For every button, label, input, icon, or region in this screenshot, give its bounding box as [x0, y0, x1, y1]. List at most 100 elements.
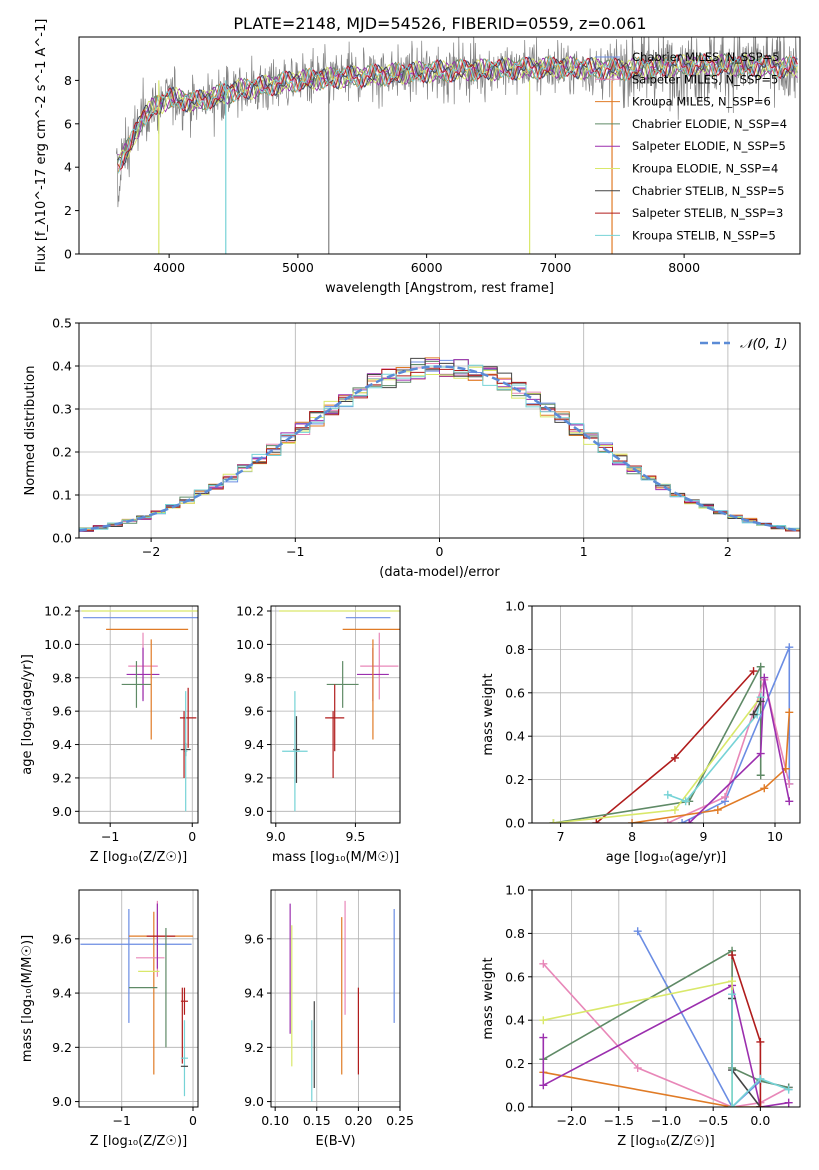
axes-frame [78, 889, 199, 1108]
y-tick-label: 0.1 [52, 488, 72, 503]
x-tick-label: −1.0 [651, 1113, 681, 1128]
x-tick-label: 0.10 [261, 1113, 289, 1128]
axes-frame [78, 36, 801, 255]
y-tick-label: 0.2 [52, 445, 72, 460]
mass-weight-series [688, 677, 791, 823]
plus-marker [749, 710, 758, 719]
x-tick-label: 0.0 [750, 1113, 770, 1128]
gaussian-curve [79, 365, 800, 532]
plus-marker [756, 697, 765, 706]
error-bar-point [180, 1020, 189, 1097]
y-tick-label: 0.3 [52, 402, 72, 417]
x-tick-label: 10 [767, 829, 783, 844]
residual-histogram-marks [79, 357, 800, 532]
model-spectrum [117, 52, 798, 174]
y-tick-label: 9.2 [52, 1040, 72, 1055]
y-axis-label: age [log₁₀(age/yr)] [20, 654, 35, 775]
axes-frame [270, 605, 401, 824]
y-tick-label: 10.2 [44, 604, 72, 619]
y-tick-label: 10.0 [236, 637, 264, 652]
axes-frame [270, 889, 401, 1108]
y-axis-label: mass weight [481, 957, 496, 1039]
legend-entry: Salpeter ELODIE, N_SSP=5 [632, 139, 786, 153]
x-tick-label: 8000 [668, 260, 700, 275]
plus-marker [539, 959, 548, 968]
x-tick-label: 0 [188, 829, 196, 844]
plus-marker [756, 1103, 765, 1107]
error-bar-point [326, 661, 359, 708]
spectrum-legend: Chabrier MILES, N_SSP=5 Salpeter MILES, N… [595, 50, 787, 242]
mass-weight-vs-age-panel: 7 8 9 10 0.0 0.2 0.4 0.6 0.8 1.0 age [log₁₀(age/yr… [481, 599, 801, 865]
x-tick-label: 9 [700, 829, 708, 844]
y-tick-label: 9.6 [52, 704, 72, 719]
plus-marker [713, 805, 722, 814]
mass-vs-extinction-panel: 0.10 0.15 0.20 0.25 9.0 9.2 9.4 9.6 E(B-V) [244, 889, 414, 1149]
y-tick-label: 6 [64, 116, 72, 131]
mass-weight-series [752, 701, 762, 715]
plus-marker [549, 819, 558, 823]
x-tick-label: 0 [189, 1113, 197, 1128]
plus-marker [663, 819, 672, 823]
mass-vs-metallicity-marks [80, 900, 194, 1097]
x-axis-label: (data-model)/error [379, 565, 500, 580]
age-vs-metallicity-panel: −1 0 9.0 9.2 9.4 9.6 9.8 10.0 10.2 Z [log₁₀(Z/Z☉)… [20, 604, 199, 865]
mass-weight-series [667, 676, 791, 823]
error-bar-point [293, 716, 300, 783]
error-bar-point [360, 632, 399, 700]
y-tick-label: 9.6 [244, 704, 264, 719]
x-tick-label: 2 [724, 544, 732, 559]
legend-entry: Kroupa ELODIE, N_SSP=4 [632, 162, 778, 176]
y-axis-label: mass weight [481, 673, 496, 755]
legend-entry: 𝒩(0, 1) [740, 337, 787, 352]
x-tick-label: 4000 [153, 260, 185, 275]
plus-marker [760, 673, 769, 682]
x-tick-label: 0.20 [344, 1113, 372, 1128]
plus-marker [785, 797, 794, 806]
x-tick-label: −1 [286, 544, 304, 559]
plus-marker [728, 977, 737, 986]
plus-marker [756, 1074, 765, 1083]
mass-weight-series [542, 963, 790, 1107]
y-tick-label: 1.0 [505, 883, 525, 898]
model-spectrum [117, 52, 798, 164]
x-tick-label: 8 [628, 829, 636, 844]
y-axis-label: Flux [f_λ10^-17 erg cm^-2 s^-1 A^-1] [34, 19, 49, 273]
y-tick-label: 9.4 [52, 986, 72, 1001]
y-tick-label: 0 [64, 247, 72, 262]
plus-marker [784, 1085, 793, 1094]
y-tick-label: 0.4 [52, 359, 72, 374]
plus-marker [728, 951, 737, 960]
x-axis-label: Z [log₁₀(Z/Z☉)] [617, 1134, 714, 1149]
x-axis-label: wavelength [Angstrom, rest frame] [325, 281, 554, 296]
mass-weight-series [543, 1071, 761, 1107]
x-tick-label: −0.5 [698, 1113, 728, 1128]
mass-weight-vs-age-marks [549, 643, 794, 823]
error-bar-point [282, 691, 308, 812]
model-spectrum [117, 53, 798, 171]
y-axis-label: mass [log₁₀(M/M☉)] [20, 935, 35, 1062]
axes-frame [531, 605, 801, 824]
y-tick-label: 9.4 [244, 737, 264, 752]
plus-marker [633, 927, 642, 936]
x-axis-label: Z [log₁₀(Z/Z☉)] [90, 850, 187, 865]
y-tick-label: 10.2 [236, 604, 264, 619]
plus-marker [633, 1063, 642, 1072]
plus-marker [592, 819, 601, 823]
plus-marker [785, 779, 794, 788]
plus-marker [756, 1037, 765, 1046]
plus-marker [670, 753, 679, 762]
y-tick-label: 0.8 [505, 926, 525, 941]
spectrum-panel: 4000 5000 6000 7000 8000 0 2 4 6 8 wavelength [Ang… [34, 19, 801, 296]
x-axis-label: mass [log₁₀(M/M☉)] [272, 850, 399, 865]
legend-entry: Salpeter STELIB, N_SSP=3 [632, 206, 783, 220]
mass-weight-series [681, 646, 791, 823]
x-tick-label: 6000 [411, 260, 443, 275]
plus-marker [720, 792, 729, 801]
plus-marker [728, 1103, 737, 1107]
y-tick-label: 9.0 [244, 804, 264, 819]
y-tick-label: 9.0 [52, 1094, 72, 1109]
x-tick-label: −2.0 [556, 1113, 586, 1128]
plus-marker [539, 1033, 548, 1042]
y-tick-label: 9.0 [244, 1094, 264, 1109]
